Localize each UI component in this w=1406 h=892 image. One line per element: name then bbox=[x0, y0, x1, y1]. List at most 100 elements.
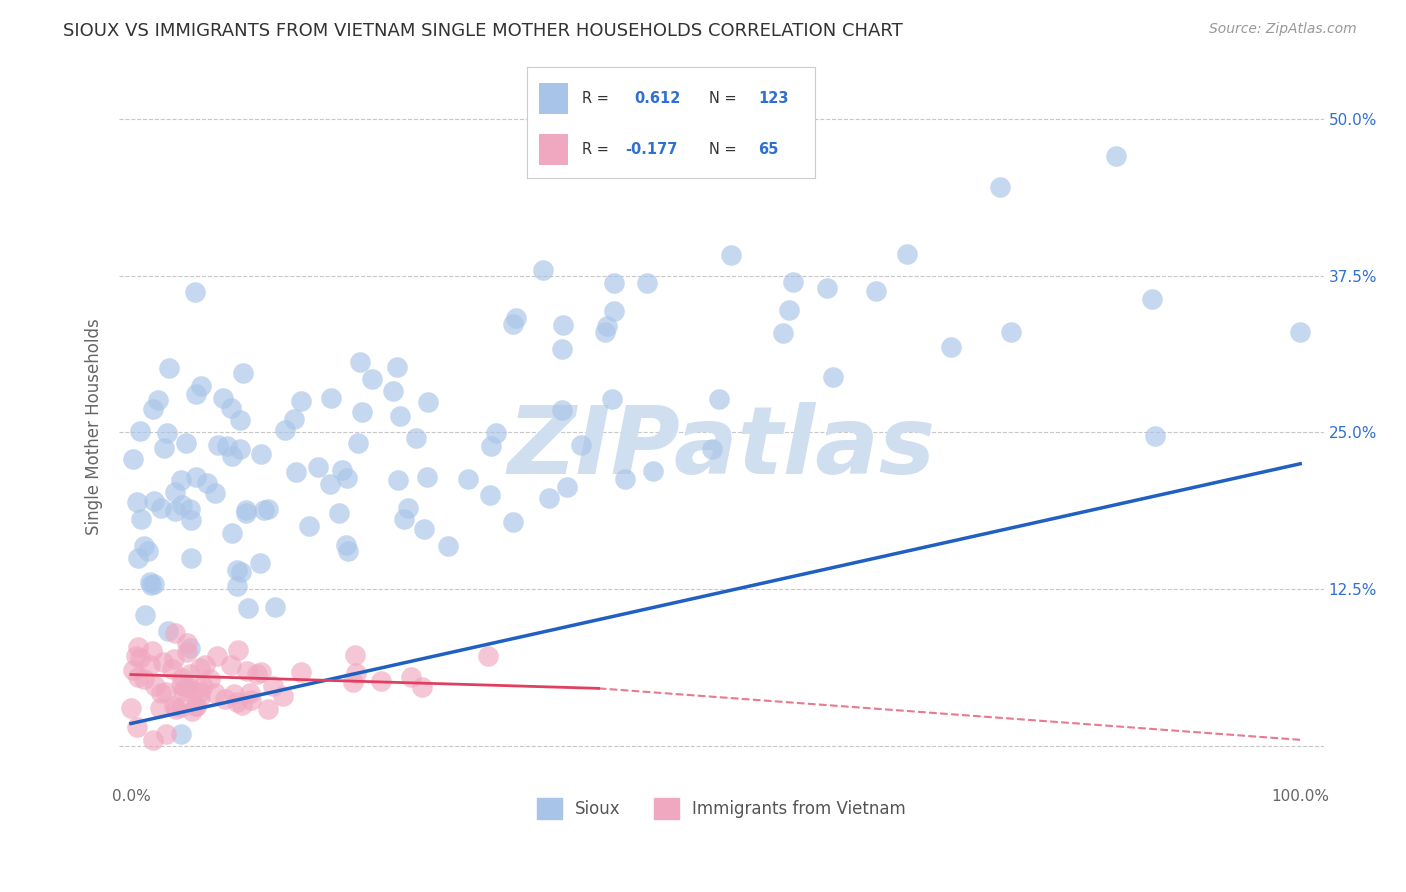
Point bbox=[134, 672, 156, 686]
Point bbox=[782, 276, 804, 290]
Point bbox=[138, 544, 160, 558]
Point bbox=[179, 501, 201, 516]
Point bbox=[388, 409, 411, 424]
Point bbox=[214, 692, 236, 706]
Point bbox=[538, 491, 561, 506]
Point bbox=[602, 304, 624, 318]
Point bbox=[200, 672, 222, 686]
Point bbox=[720, 248, 742, 262]
Point bbox=[437, 539, 460, 553]
Text: N =: N = bbox=[709, 91, 737, 105]
Point bbox=[382, 384, 405, 399]
Text: SIOUX VS IMMIGRANTS FROM VIETNAM SINGLE MOTHER HOUSEHOLDS CORRELATION CHART: SIOUX VS IMMIGRANTS FROM VIETNAM SINGLE … bbox=[63, 22, 903, 40]
Point bbox=[212, 391, 235, 405]
Point bbox=[139, 575, 162, 590]
Point bbox=[702, 442, 724, 457]
Point bbox=[249, 665, 271, 680]
Point bbox=[139, 577, 162, 591]
Text: Source: ZipAtlas.com: Source: ZipAtlas.com bbox=[1209, 22, 1357, 37]
Point bbox=[274, 423, 297, 437]
Text: ZIPatlas: ZIPatlas bbox=[508, 401, 935, 493]
Point bbox=[163, 503, 186, 517]
Point bbox=[285, 465, 308, 479]
Point bbox=[235, 503, 257, 517]
Point bbox=[219, 657, 242, 672]
Point bbox=[232, 366, 254, 380]
Point bbox=[174, 436, 197, 450]
Point bbox=[150, 686, 173, 700]
Point bbox=[129, 651, 152, 665]
Point bbox=[387, 473, 409, 487]
Legend: Sioux, Immigrants from Vietnam: Sioux, Immigrants from Vietnam bbox=[530, 792, 912, 825]
Point bbox=[555, 480, 578, 494]
Point bbox=[1144, 429, 1167, 443]
Point bbox=[401, 670, 423, 684]
Point bbox=[328, 506, 350, 520]
Point bbox=[122, 663, 145, 677]
Point bbox=[238, 601, 260, 615]
Point bbox=[613, 472, 636, 486]
Point bbox=[636, 276, 658, 290]
Point bbox=[224, 687, 246, 701]
Point bbox=[240, 693, 263, 707]
Point bbox=[246, 666, 269, 681]
Point bbox=[502, 515, 524, 529]
Point bbox=[134, 539, 156, 553]
Point bbox=[231, 566, 253, 580]
Point bbox=[149, 700, 172, 714]
Point bbox=[207, 438, 229, 452]
Point bbox=[344, 666, 367, 681]
Point bbox=[531, 263, 554, 277]
Point bbox=[415, 469, 437, 483]
Point bbox=[176, 645, 198, 659]
Point bbox=[319, 391, 342, 405]
Point bbox=[1105, 149, 1128, 163]
Point bbox=[253, 503, 276, 517]
Point bbox=[896, 247, 918, 261]
Point bbox=[337, 544, 360, 558]
Point bbox=[551, 342, 574, 356]
Point bbox=[195, 476, 218, 491]
Point bbox=[416, 395, 439, 409]
Point bbox=[169, 726, 191, 740]
Point bbox=[183, 684, 205, 698]
Point bbox=[257, 502, 280, 516]
Point bbox=[758, 124, 780, 138]
Point bbox=[127, 670, 149, 684]
Point bbox=[221, 449, 243, 463]
Point bbox=[939, 340, 962, 354]
Point bbox=[405, 431, 427, 445]
Point bbox=[153, 441, 176, 455]
Point bbox=[188, 690, 211, 704]
Point bbox=[150, 500, 173, 515]
Point bbox=[360, 372, 382, 386]
Point bbox=[142, 732, 165, 747]
Point bbox=[643, 464, 665, 478]
Text: 65: 65 bbox=[758, 142, 778, 157]
Point bbox=[134, 608, 156, 623]
Point bbox=[235, 506, 257, 520]
Point bbox=[411, 680, 433, 694]
Point bbox=[172, 498, 194, 512]
Point bbox=[319, 476, 342, 491]
Point bbox=[176, 636, 198, 650]
Point bbox=[988, 180, 1011, 194]
Point bbox=[352, 404, 374, 418]
Point bbox=[569, 438, 592, 452]
Point bbox=[479, 439, 502, 453]
Point bbox=[229, 442, 252, 457]
Point bbox=[184, 698, 207, 713]
Point bbox=[163, 626, 186, 640]
Point bbox=[457, 472, 479, 486]
Point bbox=[477, 649, 499, 664]
Point bbox=[156, 426, 179, 441]
Point bbox=[127, 551, 149, 566]
Point bbox=[170, 699, 193, 714]
Point bbox=[193, 679, 215, 693]
Point bbox=[169, 473, 191, 487]
Point bbox=[290, 394, 312, 409]
Point bbox=[602, 392, 624, 407]
Point bbox=[346, 436, 368, 450]
Point bbox=[387, 359, 409, 374]
Point bbox=[1140, 292, 1163, 306]
